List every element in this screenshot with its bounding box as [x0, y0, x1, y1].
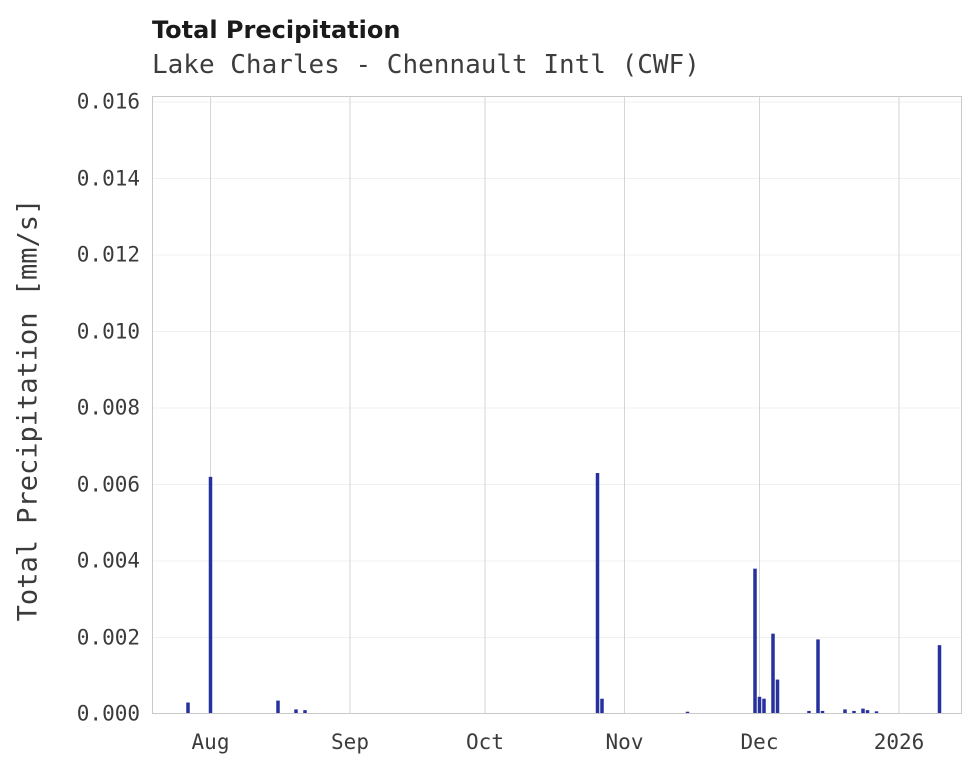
precip-bar: [771, 633, 775, 714]
x-tick-label: Nov: [605, 730, 644, 754]
precip-bar: [874, 711, 879, 714]
precip-bar: [595, 473, 600, 714]
y-tick-label: 0.014: [76, 166, 140, 190]
x-tick-label: 2026: [873, 730, 925, 754]
x-tick-label: Dec: [740, 730, 779, 754]
plot-area: [152, 96, 962, 714]
y-tick-label: 0.016: [76, 89, 140, 114]
y-tick-label: 0.010: [76, 319, 140, 343]
precip-bar: [807, 710, 811, 714]
precip-bar: [757, 696, 762, 714]
precip-bar: [843, 709, 847, 714]
plot-border: [152, 96, 962, 714]
precip-bar: [294, 709, 298, 714]
y-tick-label: 0.012: [76, 242, 140, 267]
y-tick-label: 0.008: [76, 395, 140, 420]
y-tick-label: 0.002: [76, 625, 140, 649]
precip-bar: [820, 710, 825, 714]
x-tick-label: Sep: [331, 730, 369, 754]
precip-bar: [865, 710, 870, 714]
x-tick-label: Aug: [191, 730, 230, 754]
y-tick-label: 0.004: [76, 548, 140, 573]
precip-bar: [276, 700, 280, 714]
x-tick-label: Oct: [466, 730, 504, 754]
precip-bar: [762, 698, 766, 714]
precip-bar: [186, 702, 190, 714]
precip-bar: [937, 645, 942, 714]
precip-bar: [861, 708, 865, 714]
chart-subtitle: Lake Charles - Chennault Intl (CWF): [152, 50, 700, 80]
chart-title: Total Precipitation: [152, 16, 401, 44]
precip-bar: [816, 639, 820, 714]
precip-bar: [208, 476, 213, 714]
precip-bar: [852, 710, 856, 714]
precip-bar: [303, 710, 307, 714]
plot-canvas: [152, 96, 962, 714]
y-tick-label: 0.006: [76, 472, 140, 496]
precip-bar: [775, 679, 780, 714]
precip-bar: [753, 568, 757, 714]
precip-bar: [600, 698, 604, 714]
y-tick-label: 0.000: [76, 701, 140, 726]
precip-bar: [685, 711, 690, 714]
